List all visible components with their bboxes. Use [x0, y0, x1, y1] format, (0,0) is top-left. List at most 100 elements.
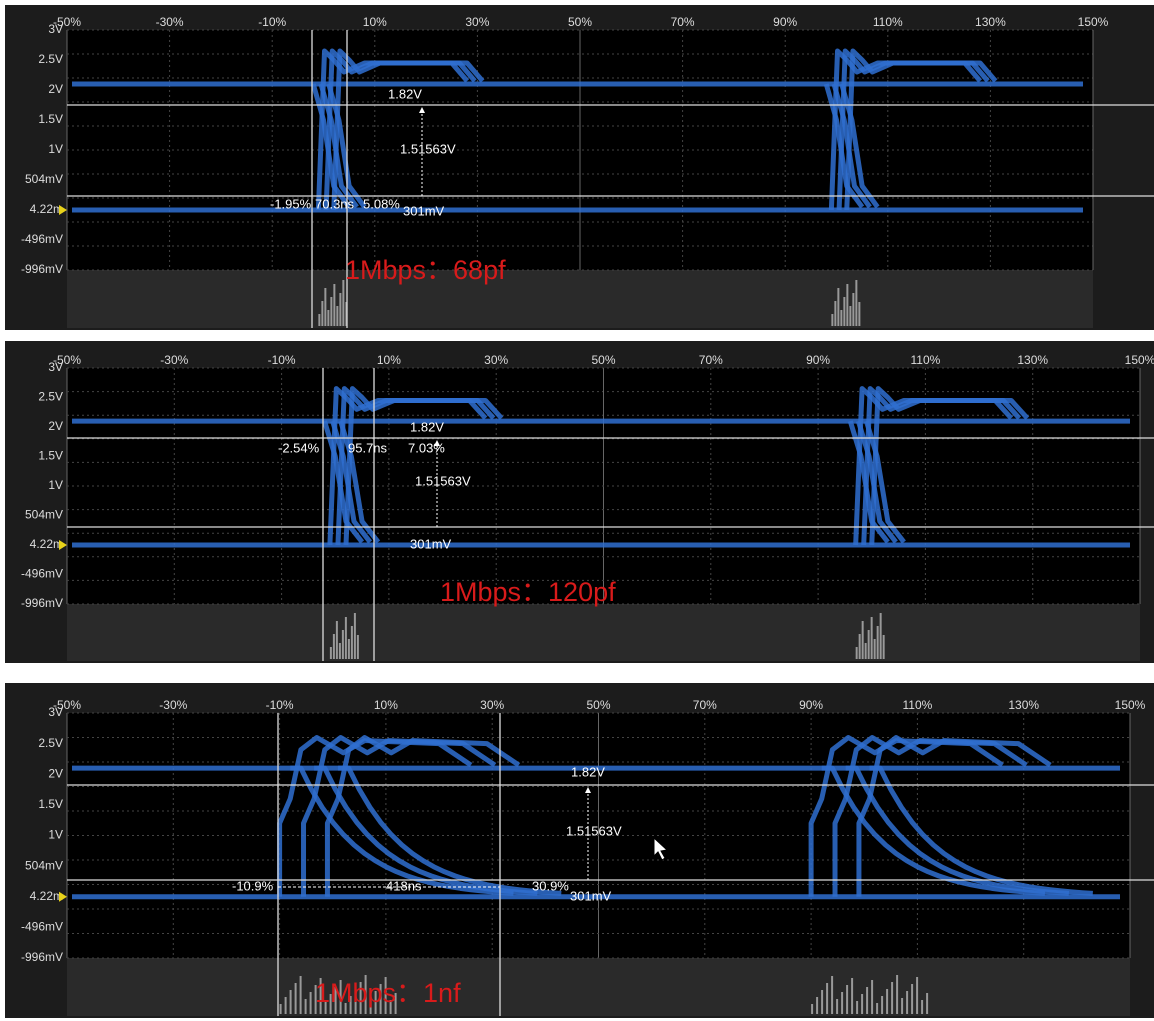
x-tick-label: 50%: [568, 15, 592, 29]
y-tick-label: 2.5V: [38, 390, 63, 404]
x-tick-label: 90%: [799, 698, 823, 712]
x-tick-label: 30%: [465, 15, 489, 29]
x-tick-label: -10%: [268, 353, 296, 367]
x-tick-label: 110%: [873, 15, 903, 29]
y-tick-label: -496mV: [21, 920, 63, 934]
measurement: -10.9%: [232, 878, 274, 893]
x-tick-label: -30%: [156, 15, 184, 29]
measurement: -2.54%: [278, 440, 320, 455]
histogram-bar: [926, 993, 928, 1014]
histogram-bar: [290, 990, 292, 1014]
histogram-bar: [877, 626, 879, 659]
histogram-bar: [330, 297, 332, 326]
histogram-bar: [330, 647, 332, 659]
y-tick-label: 2V: [48, 82, 63, 96]
x-tick-label: 30%: [484, 353, 508, 367]
histogram-bar: [816, 997, 818, 1014]
histogram-bar: [836, 999, 838, 1014]
measurement: 1.82V: [388, 86, 422, 101]
x-tick-label: 110%: [910, 353, 940, 367]
histogram-bar: [880, 613, 882, 659]
histogram-strip: [67, 958, 1130, 1016]
histogram-bar: [871, 617, 873, 659]
y-tick-label: 4.22m: [30, 202, 63, 216]
x-tick-label: -30%: [159, 698, 187, 712]
y-tick-label: 4.22m: [30, 889, 63, 903]
histogram-bar: [852, 293, 854, 326]
histogram-bar: [906, 991, 908, 1014]
histogram-bar: [834, 301, 836, 326]
histogram-bar: [339, 293, 341, 326]
histogram-bar: [911, 984, 913, 1014]
histogram-bar: [336, 306, 338, 326]
x-tick-label: 90%: [773, 15, 797, 29]
histogram-bar: [856, 1001, 858, 1014]
histogram-bar: [881, 996, 883, 1014]
y-tick-label: 2.5V: [38, 52, 63, 66]
x-tick-label: 50%: [591, 353, 615, 367]
measurement: 1.51563V: [400, 141, 456, 156]
histogram-bar: [883, 635, 885, 659]
histogram-bar: [862, 621, 864, 659]
measurement: 1.82V: [571, 764, 605, 779]
histogram-bar: [333, 284, 335, 326]
x-tick-label: 150%: [1125, 353, 1154, 367]
x-tick-label: 10%: [374, 698, 398, 712]
histogram-bar: [357, 635, 359, 659]
x-tick-label: 10%: [363, 15, 387, 29]
x-tick-label: 90%: [806, 353, 830, 367]
measurement: 5.08%: [363, 196, 400, 211]
x-tick-label: 130%: [1017, 353, 1048, 367]
y-tick-label: 3V: [48, 22, 63, 36]
histogram-bar: [874, 639, 876, 659]
x-tick-label: -10%: [266, 698, 294, 712]
histogram-bar: [896, 975, 898, 1014]
caption: 1Mbps：68pf: [345, 255, 506, 285]
y-tick-label: -496mV: [21, 567, 63, 581]
y-tick-label: 504mV: [25, 172, 63, 186]
histogram-bar: [826, 983, 828, 1014]
y-tick-label: 3V: [48, 705, 63, 719]
histogram-bar: [846, 284, 848, 326]
x-tick-label: 70%: [699, 353, 723, 367]
histogram-bar: [921, 1000, 923, 1014]
histogram-bar: [348, 639, 350, 659]
measurement: -1.95%: [270, 196, 312, 211]
measurement: 301mV: [410, 536, 452, 551]
histogram-bar: [342, 630, 344, 659]
measurement: 301mV: [403, 203, 445, 218]
histogram-bar: [916, 977, 918, 1014]
histogram-bar: [333, 634, 335, 659]
caption: 1Mbps：1nf: [315, 978, 461, 1008]
histogram-bar: [321, 301, 323, 326]
x-tick-label: 130%: [1008, 698, 1039, 712]
y-tick-label: 1.5V: [38, 112, 63, 126]
histogram-bar: [345, 617, 347, 659]
histogram-bar: [285, 997, 287, 1014]
x-tick-label: 70%: [671, 15, 695, 29]
histogram-bar: [327, 310, 329, 326]
measurement: 7.03%: [408, 440, 445, 455]
histogram-bar: [840, 310, 842, 326]
histogram-strip: [67, 604, 1140, 661]
caption: 1Mbps：120pf: [440, 577, 616, 607]
measurement: 70.3ns: [315, 196, 355, 211]
histogram-bar: [300, 976, 302, 1014]
histogram-bar: [351, 626, 353, 659]
histogram-bar: [837, 288, 839, 326]
x-tick-label: -10%: [258, 15, 286, 29]
y-tick-label: 1V: [48, 828, 63, 842]
histogram-bar: [849, 306, 851, 326]
histogram-bar: [342, 280, 344, 326]
x-tick-label: 10%: [377, 353, 401, 367]
histogram-bar: [295, 983, 297, 1014]
histogram-bar: [841, 992, 843, 1014]
measurement: 301mV: [570, 888, 612, 903]
x-tick-label: 150%: [1115, 698, 1146, 712]
y-tick-label: -496mV: [21, 232, 63, 246]
histogram-bar: [280, 1004, 282, 1014]
measurement: 1.51563V: [415, 473, 471, 488]
histogram-bar: [866, 987, 868, 1014]
y-tick-label: -996mV: [21, 596, 63, 610]
histogram-bar: [336, 621, 338, 659]
